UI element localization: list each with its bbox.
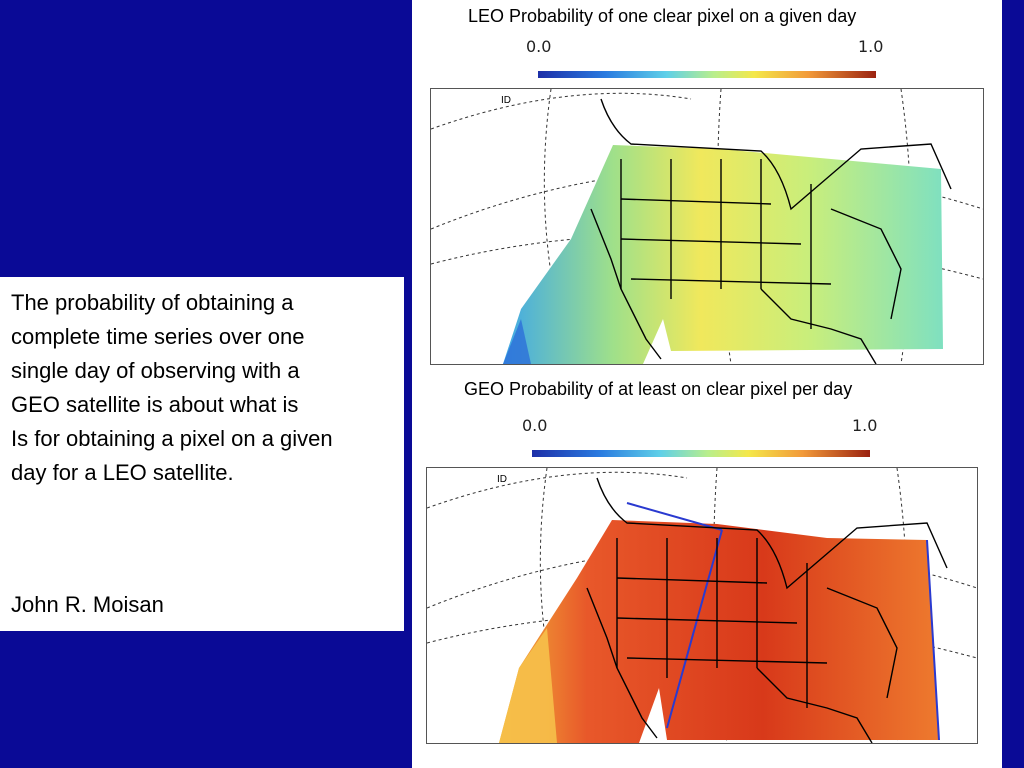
leo-probability-map: ID [430, 88, 984, 365]
description-line: complete time series over one [11, 324, 305, 349]
leo-map-svg: ID [431, 89, 983, 364]
geo-swath-edges [626, 502, 940, 741]
leo-map-marker: ID [501, 95, 511, 106]
leo-colorbar-max-label: 1.0 [858, 37, 884, 56]
description-line: GEO satellite is about what is [11, 392, 299, 417]
figure-panel: LEO Probability of one clear pixel on a … [412, 0, 1002, 768]
geo-coastlines [586, 477, 948, 743]
geo-high-yellow-area [499, 628, 557, 743]
geo-map-marker: ID [497, 474, 507, 485]
geo-map-svg: ID [427, 468, 977, 743]
geo-data-swath [499, 520, 939, 743]
description-line: The probability of obtaining a [11, 290, 294, 315]
geo-probability-map: ID [426, 467, 978, 744]
leo-coastlines [590, 98, 952, 364]
leo-colorbar [538, 71, 876, 78]
description-box: The probability of obtaining a complete … [0, 277, 404, 631]
leo-map-title: LEO Probability of one clear pixel on a … [468, 6, 857, 26]
description-line: single day of observing with a [11, 358, 300, 383]
leo-data-swath [503, 145, 943, 364]
geo-map-title: GEO Probability of at least on clear pix… [464, 379, 853, 399]
description-line: day for a LEO satellite. [11, 460, 234, 485]
author-name: John R. Moisan [11, 592, 164, 617]
geo-colorbar-max-label: 1.0 [852, 416, 878, 435]
leo-colorbar-min-label: 0.0 [526, 37, 552, 56]
leo-low-probability-area [503, 319, 531, 364]
description-text: The probability of obtaining a complete … [11, 286, 401, 490]
description-line: Is for obtaining a pixel on a given [11, 426, 333, 451]
geo-colorbar-min-label: 0.0 [522, 416, 548, 435]
geo-colorbar [532, 450, 870, 457]
